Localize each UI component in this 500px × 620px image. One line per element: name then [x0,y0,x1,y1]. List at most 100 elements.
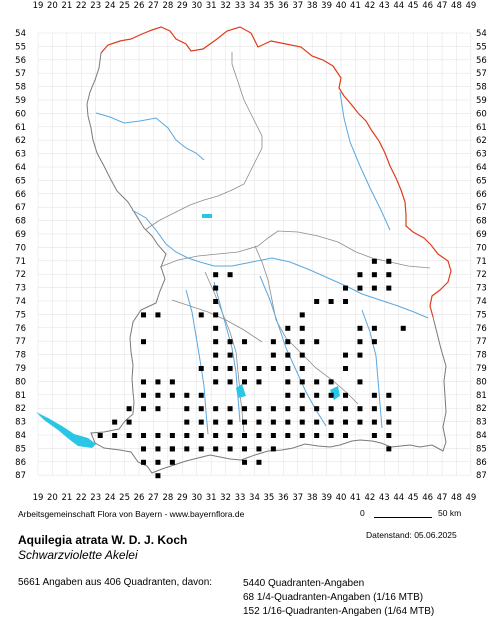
occurrence-dot [126,433,132,438]
occurrence-dot [357,325,363,331]
x-tick-label: 27 [148,493,159,503]
occurrence-dot [155,312,161,318]
credit-text: Arbeitsgemeinschaft Flora von Bayern - w… [18,509,245,519]
occurrence-dot [242,419,248,425]
occurrence-dot [213,446,219,452]
occurrence-dot [371,285,377,291]
occurrence-dot [227,446,233,452]
occurrence-dot [213,325,219,331]
occurrence-dot [386,272,392,278]
occurrence-dot [270,366,276,371]
map-grid [37,32,472,476]
occurrence-dot [169,459,175,465]
y-tick-label: 70 [15,243,26,253]
x-tick-label: 47 [437,1,448,11]
y-tick-label: 69 [15,230,26,240]
occurrence-dot [299,312,305,318]
occurrence-dot [242,339,248,345]
y-tick-label: 81 [15,391,26,401]
x-tick-label: 32 [220,1,231,11]
x-tick-label: 24 [105,493,116,503]
occurrence-dot [299,433,305,438]
y-tick-label: 60 [476,109,487,119]
y-tick-label: 60 [15,109,26,119]
occurrence-dot [386,392,392,398]
occurrence-dot [299,392,305,398]
x-tick-label: 36 [278,493,289,503]
occurrence-dot [141,433,147,438]
y-tick-label: 84 [15,431,26,441]
x-tick-label: 39 [321,493,332,503]
occurrence-dot [256,459,262,465]
occurrence-dot [155,379,161,385]
occurrence-dot [371,419,377,425]
occurrence-dot [328,406,334,412]
y-tick-label: 69 [476,230,487,240]
y-tick-label: 75 [476,310,487,320]
occurrence-dot [270,419,276,425]
y-tick-label: 58 [476,83,487,93]
scale-bar: 0 50 km [360,508,480,522]
y-tick-label: 55 [15,42,26,52]
y-tick-label: 59 [15,96,26,106]
x-tick-label: 38 [307,493,318,503]
y-axis-right: 54 55 56 57 58 59 60 61 62 63 64 65 66 67 68 69 70 71 72 73… [476,29,487,481]
occurrence-dot [213,419,219,425]
occurrence-dot [213,352,219,358]
y-tick-label: 84 [476,431,487,441]
occurrence-dot [386,258,392,264]
y-tick-label: 66 [476,190,487,200]
scale-end-label: 50 km [438,508,462,518]
occurrence-dot [141,459,147,465]
x-tick-label: 46 [422,493,433,503]
y-tick-label: 54 [476,29,487,39]
occurrence-dot [242,433,248,438]
occurrence-dot [285,419,291,425]
x-axis-bottom: 19 20 21 22 23 24 25 26 27 28 29 30 31 32 33 34 35 36 37 38… [33,493,477,503]
data-date: Datenstand: 05.06.2025 [366,530,457,540]
x-tick-label: 48 [451,1,462,11]
y-tick-label: 57 [15,69,26,79]
y-tick-label: 82 [15,404,26,414]
occurrence-dot [213,272,219,278]
occurrence-dot [386,433,392,438]
occurrence-dot [371,433,377,438]
y-tick-label: 86 [15,458,26,468]
x-tick-label: 30 [191,493,202,503]
occurrence-dot [314,392,320,398]
occurrence-dot [256,446,262,452]
occurrence-dot [371,392,377,398]
occurrence-dot [299,406,305,412]
occurrence-dot [227,433,233,438]
occurrence-dot [169,433,175,438]
occurrence-dot [285,325,291,331]
occurrence-dot [343,406,349,412]
y-tick-label: 78 [15,351,26,361]
x-tick-label: 24 [105,1,116,11]
y-tick-label: 76 [476,324,487,334]
occurrence-dot [357,406,363,412]
summary-text: 5661 Angaben aus 406 Quadranten, davon: [18,577,213,588]
x-tick-label: 29 [177,493,188,503]
occurrence-dot [213,379,219,385]
x-tick-label: 21 [61,1,72,11]
x-tick-label: 30 [191,1,202,11]
y-tick-label: 67 [15,203,26,213]
x-tick-label: 28 [162,493,173,503]
occurrence-dot [198,366,204,371]
occurrence-dot [343,419,349,425]
y-tick-label: 85 [15,444,26,454]
y-tick-label: 63 [15,150,26,160]
y-tick-label: 80 [15,377,26,387]
occurrence-dot [270,406,276,412]
occurrence-dot [97,433,103,438]
occurrence-dot [213,406,219,412]
occurrence-dot [371,339,377,345]
y-tick-label: 56 [476,56,487,66]
occurrence-dot [227,406,233,412]
occurrence-dot [155,433,161,438]
y-tick-label: 68 [15,217,26,227]
occurrence-dot [343,299,349,304]
occurrence-dot [227,419,233,425]
occurrence-dot [285,352,291,358]
